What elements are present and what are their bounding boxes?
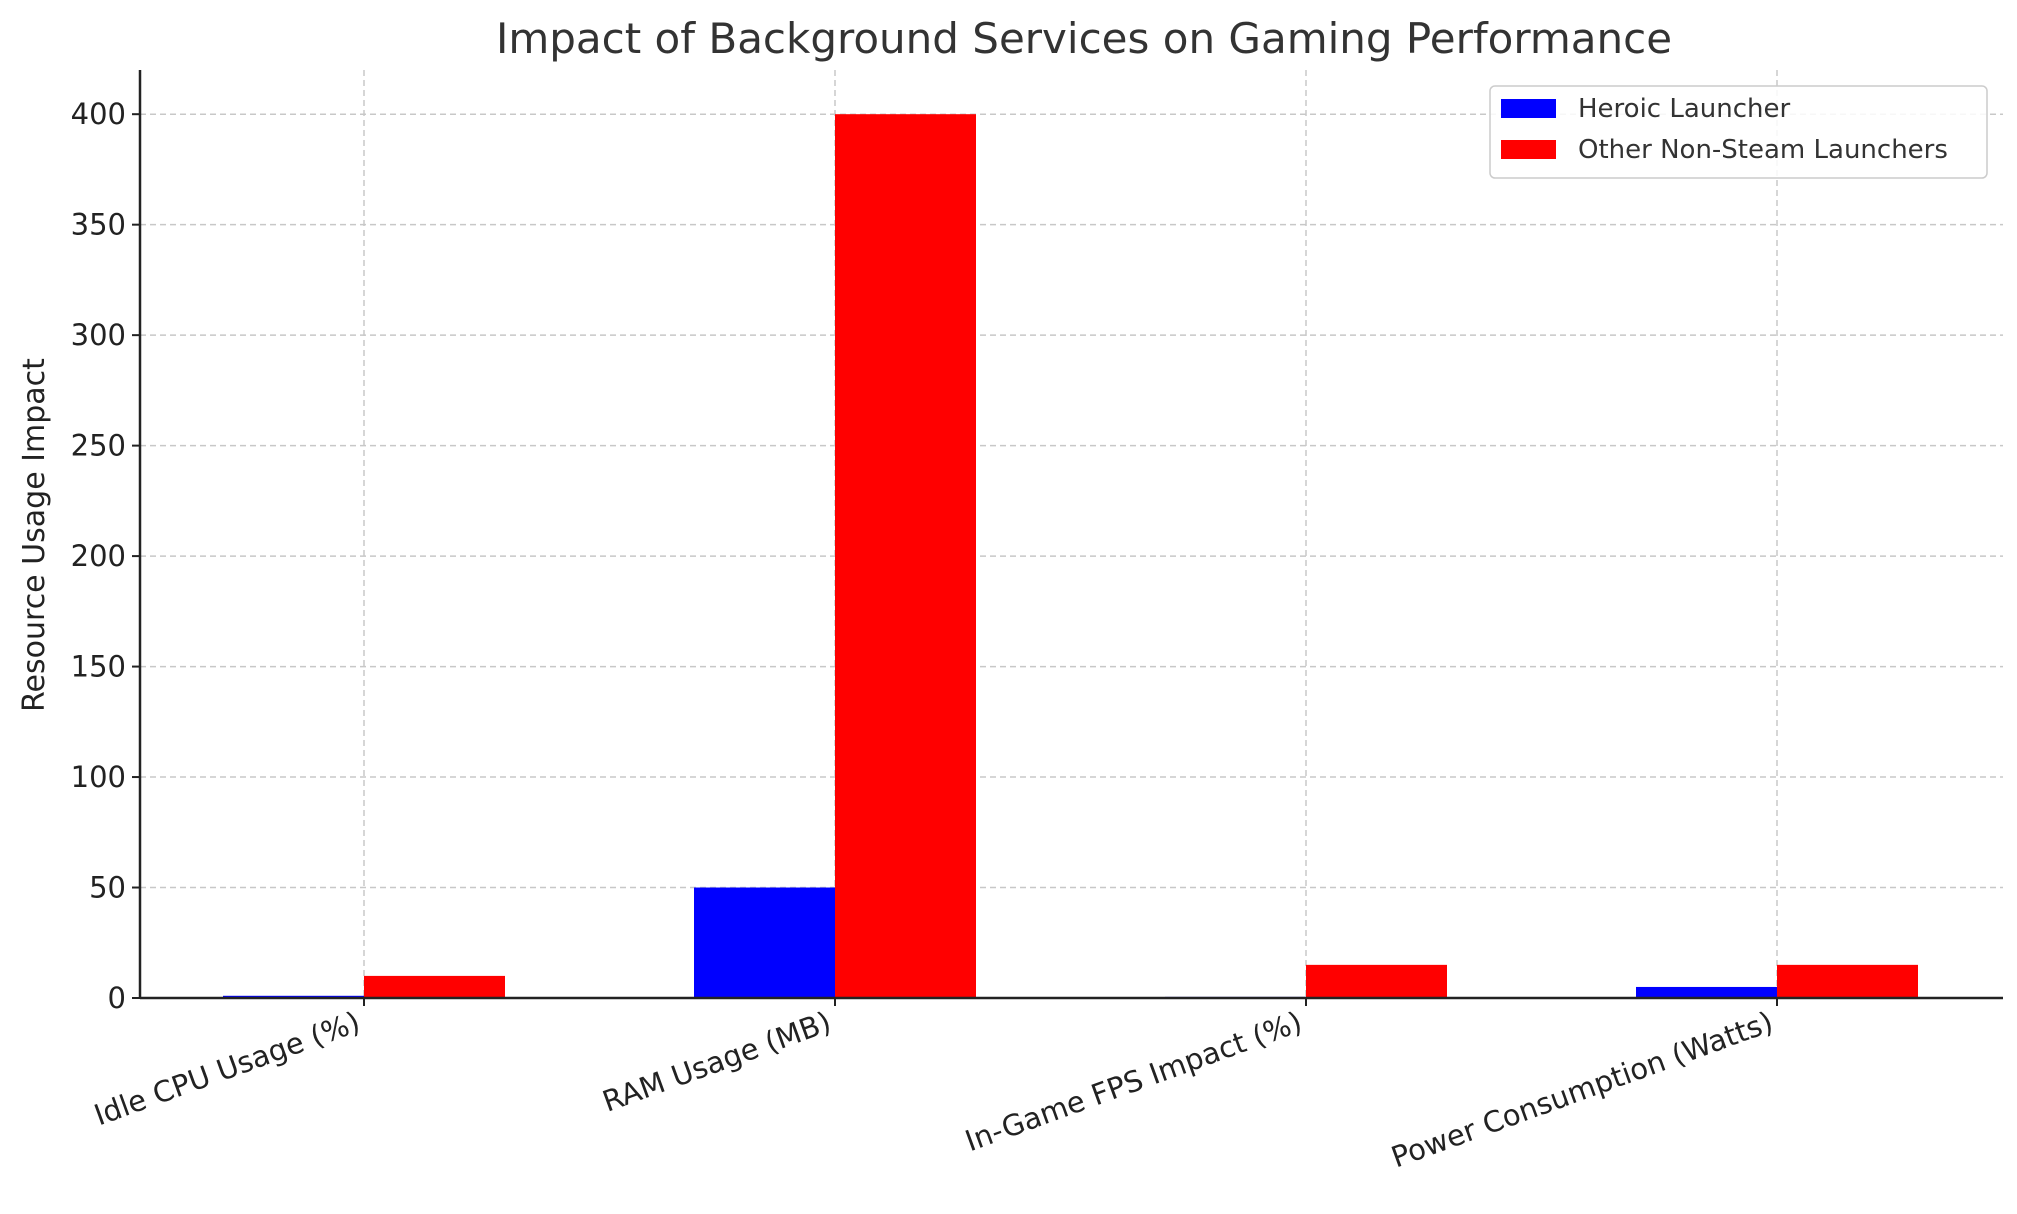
y-tick-label: 50: [89, 871, 126, 905]
y-tick-label: 400: [71, 97, 126, 131]
legend-swatch: [1501, 99, 1556, 118]
legend-swatch: [1501, 140, 1556, 159]
y-tick-label: 150: [71, 650, 126, 684]
y-axis-label: Resource Usage Impact: [17, 358, 52, 712]
bar-other-launchers-1: [835, 114, 976, 998]
bar-heroic-launcher-1: [694, 887, 835, 998]
y-tick-label: 100: [71, 760, 126, 794]
bars-layer: [223, 114, 1918, 998]
axes-layer: [132, 70, 2003, 1006]
y-tick-labels: 0 50 100 150 200 250 300 350 400: [71, 97, 126, 1015]
y-tick-label: 0: [108, 981, 126, 1015]
legend-label: Other Non-Steam Launchers: [1578, 135, 1948, 165]
bar-heroic-launcher-3: [1636, 986, 1777, 998]
y-tick-label: 350: [71, 208, 126, 242]
legend-label: Heroic Launcher: [1578, 94, 1791, 124]
bar-other-launchers-0: [364, 975, 505, 998]
bar-other-launchers-2: [1306, 964, 1447, 998]
y-tick-label: 200: [71, 539, 126, 573]
bar-other-launchers-3: [1777, 964, 1918, 998]
legend: Heroic Launcher Other Non-Steam Launchers: [1489, 85, 1988, 179]
y-tick-label: 300: [71, 318, 126, 352]
legend-box: [1489, 85, 1988, 179]
chart-title: Impact of Background Services on Gaming …: [496, 14, 1672, 63]
y-tick-label: 250: [71, 429, 126, 463]
